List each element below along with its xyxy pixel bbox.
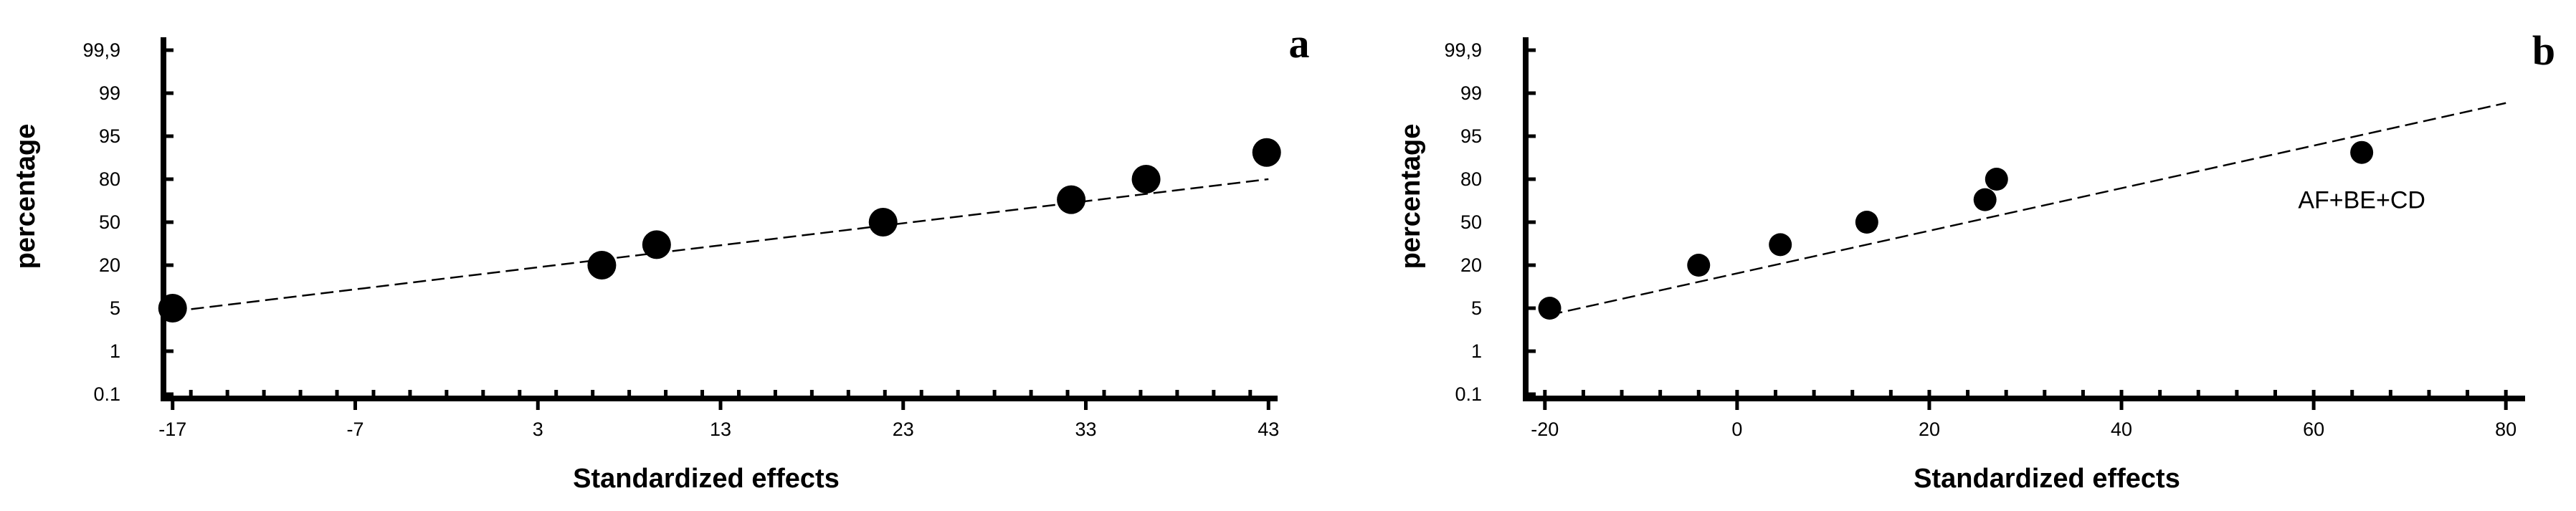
data-point [2350,140,2374,164]
fit-line [1549,102,2506,316]
panel-letter: b [2532,27,2555,74]
y-tick-label: 50 [1460,211,1482,233]
x-tick-label: -17 [158,419,186,440]
y-tick-label: 1 [110,340,120,362]
data-point [1769,233,1792,257]
y-tick-label: 95 [99,125,120,147]
data-point [1985,168,2008,191]
data-point [1973,188,1997,211]
y-tick-label: 99,9 [82,39,120,61]
data-point [1538,297,1562,320]
x-tick-label: -20 [1531,419,1559,440]
y-tick-label: 99 [99,82,120,104]
fit-line [172,178,1269,312]
y-tick-label: 5 [110,297,120,319]
y-axis-title: percentage [1396,124,1426,269]
x-tick-label: 0 [1731,419,1742,440]
x-tick-label: 80 [2495,419,2516,440]
data-point [1687,254,1711,277]
y-tick-label: 99 [1460,82,1482,104]
x-axis-title: Standardized effects [573,464,840,494]
data-point [868,208,898,237]
x-tick-label: 43 [1258,419,1279,440]
x-tick-label: 20 [1919,419,1940,440]
data-point [642,230,671,259]
y-tick-label: 80 [1460,168,1482,190]
data-point [1057,185,1086,214]
x-tick-label: 40 [2111,419,2132,440]
data-point [1131,165,1161,194]
panel-letter: a [1289,20,1310,67]
x-tick-label: 33 [1075,419,1096,440]
y-tick-label: 99,9 [1444,39,1482,61]
y-tick-label: 1 [1471,340,1482,362]
point-annotation: AF+BE+CD [2298,187,2425,214]
panel-a: 0.1 1 5 20 50 80 95 99 99,9 -17 -7 3 13 23 33 43 Standar… [11,20,1310,494]
data-point [158,294,187,323]
x-axis-title: Standardized effects [1914,464,2180,494]
data-point [1855,211,1878,234]
y-tick-label: 80 [99,168,120,190]
y-tick-label: 5 [1471,297,1482,319]
x-tick-label: 23 [893,419,914,440]
y-tick-label: 0.1 [93,383,120,405]
data-point [1252,138,1281,167]
x-tick-label: -7 [346,419,363,440]
x-tick-label: 60 [2303,419,2324,440]
x-tick-label: 13 [710,419,731,440]
y-axis-title: percentage [11,124,41,269]
y-tick-label: 0.1 [1455,383,1482,405]
y-tick-label: 95 [1460,125,1482,147]
data-point [587,251,617,280]
y-tick-label: 20 [99,254,120,276]
y-tick-label: 50 [99,211,120,233]
x-tick-label: 3 [533,419,543,440]
panel-b: 0.1 1 5 20 50 80 95 99 99,9 -20 0 20 40 60 80 AF+BE+CD S… [1396,27,2555,494]
y-tick-label: 20 [1460,254,1482,276]
